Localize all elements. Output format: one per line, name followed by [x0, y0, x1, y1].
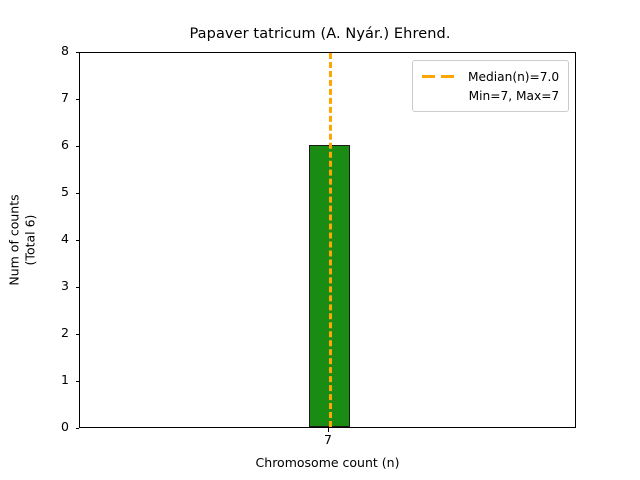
- y-tick-mark: [75, 286, 79, 288]
- y-tick-label: 5: [61, 184, 69, 199]
- x-tick-label: 7: [324, 432, 332, 447]
- y-axis-label-line2: (Total 6): [22, 214, 37, 266]
- y-tick-mark: [75, 51, 79, 53]
- y-tick-label: 8: [61, 43, 69, 58]
- y-tick-label: 1: [61, 372, 69, 387]
- page-title: Papaver tatricum (A. Nyár.) Ehrend.: [189, 26, 451, 42]
- legend-item-minmax: Min=7, Max=7: [421, 86, 560, 105]
- plot-area: [79, 52, 576, 428]
- y-tick-label: 2: [61, 325, 69, 340]
- y-tick-label: 4: [61, 231, 69, 246]
- legend-label-median: Median(n)=7.0: [468, 69, 560, 84]
- chart-legend: Median(n)=7.0 Min=7, Max=7: [412, 60, 570, 112]
- y-axis-label-line1: Num of counts: [6, 194, 22, 286]
- legend-item-median: Median(n)=7.0: [421, 67, 559, 86]
- y-tick-mark: [75, 333, 79, 335]
- x-axis-label: Chromosome count (n): [255, 455, 400, 470]
- y-tick-label: 0: [61, 419, 69, 434]
- y-tick-mark: [75, 427, 79, 429]
- y-tick-mark: [75, 380, 79, 382]
- x-tick-mark: [328, 428, 329, 432]
- y-tick-mark: [75, 239, 79, 241]
- y-tick-label: 7: [61, 90, 69, 105]
- y-tick-mark: [75, 98, 79, 100]
- dashed-line-icon: [421, 70, 459, 84]
- y-tick-mark: [75, 145, 79, 147]
- y-tick-mark: [75, 192, 79, 194]
- y-axis-label: Num of counts (Total 6): [0, 52, 44, 428]
- median-line: [329, 53, 332, 427]
- legend-label-minmax: Min=7, Max=7: [468, 88, 560, 103]
- plot-inner: [80, 53, 575, 427]
- y-tick-label: 6: [61, 137, 69, 152]
- y-tick-label: 3: [61, 278, 69, 293]
